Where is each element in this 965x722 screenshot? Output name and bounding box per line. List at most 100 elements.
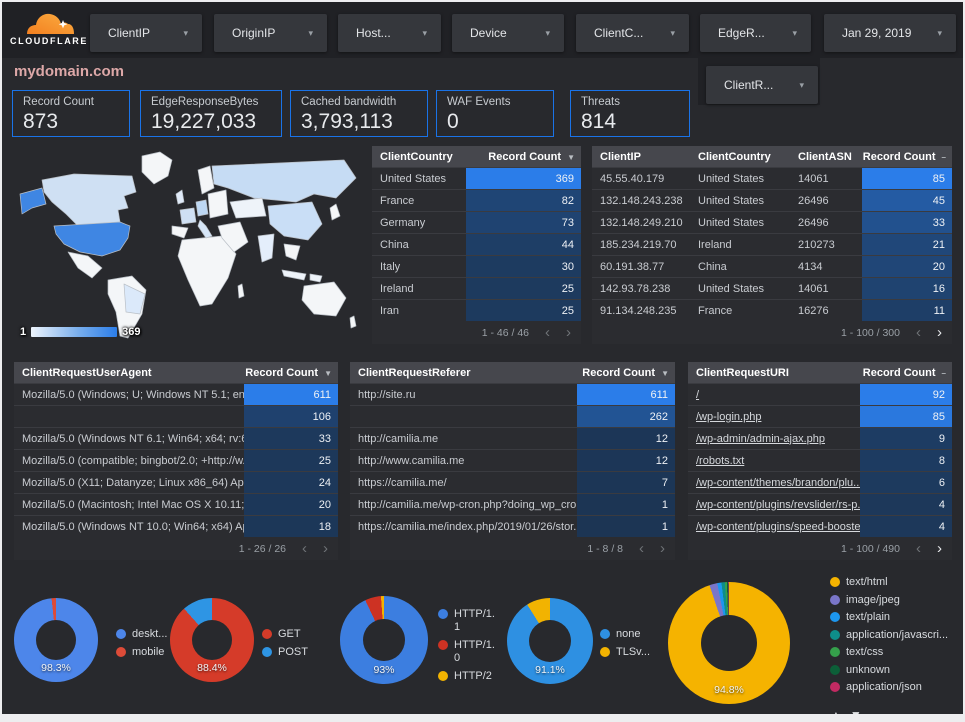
table-row[interactable]: France 82 (372, 189, 581, 211)
table-row[interactable]: Mozilla/5.0 (X11; Datanyze; Linux x86_64… (14, 471, 338, 493)
table-row[interactable]: United States 369 (372, 167, 581, 189)
page-info: 1 - 26 / 26 (238, 542, 286, 555)
uri-link[interactable]: /wp-content/themes/brandon/plu... (696, 476, 860, 489)
column-header-record-count[interactable]: Record Count – (862, 366, 946, 379)
legend-content-type: text/html image/jpeg text/plain application… (830, 576, 948, 722)
prev-page-icon[interactable]: ‹ (545, 324, 550, 341)
table-cell: 26496 (798, 194, 829, 207)
uri-link[interactable]: / (696, 388, 700, 401)
prev-page-icon[interactable]: ‹ (302, 540, 307, 557)
prev-page-icon[interactable]: ‹ (916, 540, 921, 557)
scorecard-value: 814 (581, 110, 617, 133)
table-row[interactable]: 106 (14, 405, 338, 427)
filter-chip-clientc-[interactable]: ClientC... ▾ (576, 14, 689, 52)
uri-link[interactable]: /wp-content/plugins/speed-booste... (696, 520, 860, 533)
table-row[interactable]: /wp-content/plugins/speed-booste... 4 (688, 515, 952, 537)
donut-percentage-label: 94.8% (714, 684, 744, 696)
donut-device-type[interactable]: 98.3% (14, 598, 98, 682)
table-row[interactable]: Mozilla/5.0 (Windows; U; Windows NT 5.1;… (14, 383, 338, 405)
column-header-record-count[interactable]: Record Count – (862, 150, 946, 163)
page-info: 1 - 100 / 490 (841, 542, 900, 555)
column-header: ClientIP (600, 150, 641, 163)
legend-scroll-down-icon[interactable]: ▼ (849, 707, 862, 722)
table-cell: United States (698, 282, 765, 295)
filter-chip-originip[interactable]: OriginIP ▾ (214, 14, 327, 52)
table-row[interactable]: /robots.txt 8 (688, 449, 952, 471)
prev-page-icon[interactable]: ‹ (916, 324, 921, 341)
legend-dot-icon (830, 664, 840, 675)
cloudflare-logo: CLOUDFLARE (10, 8, 88, 52)
table-row[interactable]: Mozilla/5.0 (Macintosh; Intel Mac OS X 1… (14, 493, 338, 515)
filter-chip-host-[interactable]: Host... ▾ (338, 14, 441, 52)
table-row[interactable]: Germany 73 (372, 211, 581, 233)
table-row[interactable]: http://site.ru 611 (350, 383, 675, 405)
table-client-request-referer: ClientRequestReferer Record Count ▼ http:/… (350, 362, 675, 560)
table-row[interactable]: Ireland 25 (372, 277, 581, 299)
uri-link[interactable]: /robots.txt (696, 454, 745, 467)
legend-item: POST (262, 646, 308, 659)
legend-item: HTTP/2 (438, 670, 500, 683)
filter-chip-device[interactable]: Device ▾ (452, 14, 564, 52)
table-row[interactable]: /wp-content/themes/brandon/plu... 6 (688, 471, 952, 493)
table-row[interactable]: / 92 (688, 383, 952, 405)
donut-hole (701, 615, 757, 671)
table-row[interactable]: 262 (350, 405, 675, 427)
column-header-record-count[interactable]: Record Count ▼ (488, 150, 575, 163)
next-page-icon[interactable]: › (566, 324, 571, 341)
table-row[interactable]: 91.134.248.235 France 16276 11 (592, 299, 952, 321)
column-header-record-count[interactable]: Record Count ▼ (582, 366, 669, 379)
table-row[interactable]: Mozilla/5.0 (compatible; bingbot/2.0; +h… (14, 449, 338, 471)
table-row[interactable]: http://www.camilia.me 12 (350, 449, 675, 471)
legend-label: image/jpeg (846, 593, 900, 606)
filter-chip-jan-29-2019[interactable]: Jan 29, 2019 ▾ (824, 14, 956, 52)
record-count-cell: 73 (466, 212, 581, 233)
uri-link[interactable]: /wp-login.php (696, 410, 762, 423)
uri-link[interactable]: /wp-content/plugins/revslider/rs-p... (696, 498, 860, 511)
geo-map[interactable]: 1 369 (14, 146, 366, 346)
filter-chip-clientip[interactable]: ClientIP ▾ (90, 14, 202, 52)
table-row[interactable]: Mozilla/5.0 (Windows NT 6.1; Win64; x64;… (14, 427, 338, 449)
next-page-icon[interactable]: › (323, 540, 328, 557)
column-header: ClientRequestReferer (358, 366, 471, 379)
uri-link[interactable]: /wp-admin/admin-ajax.php (696, 432, 826, 445)
table-row[interactable]: http://camilia.me 12 (350, 427, 675, 449)
table-row[interactable]: https://camilia.me/7 (350, 471, 675, 493)
table-row[interactable]: /wp-content/plugins/revslider/rs-p... 4 (688, 493, 952, 515)
table-row[interactable]: 45.55.40.179 United States 14061 85 (592, 167, 952, 189)
table-row[interactable]: /wp-admin/admin-ajax.php 9 (688, 427, 952, 449)
table-row[interactable]: Italy 30 (372, 255, 581, 277)
table-row[interactable]: 132.148.249.210 United States 26496 33 (592, 211, 952, 233)
donut-content-type[interactable]: 94.8% (668, 582, 790, 704)
column-header-record-count[interactable]: Record Count ▼ (245, 366, 332, 379)
page-info: 1 - 8 / 8 (587, 542, 623, 555)
table-row[interactable]: Iran 25 (372, 299, 581, 321)
table-row[interactable]: 60.191.38.77 China 4134 20 (592, 255, 952, 277)
donut-http-protocol[interactable]: 93% (340, 596, 428, 684)
scorecard-record-count: Record Count 873 (12, 90, 130, 137)
table-row[interactable]: Mozilla/5.0 (Windows NT 10.0; Win64; x64… (14, 515, 338, 537)
filter-chip-clientr[interactable]: ClientR... ▾ (706, 66, 818, 104)
donut-tls-version[interactable]: 91.1% (507, 598, 593, 684)
table-row[interactable]: /wp-login.php 85 (688, 405, 952, 427)
record-count-cell: 25 (244, 450, 338, 471)
next-page-icon[interactable]: › (937, 324, 942, 341)
donut-http-method[interactable]: 88.4% (170, 598, 254, 682)
table-row[interactable]: 185.234.219.70 Ireland 210273 21 (592, 233, 952, 255)
table-row[interactable]: http://camilia.me/wp-cron.php?doing_wp_c… (350, 493, 675, 515)
legend-scroll-up-icon[interactable]: ▲ (830, 707, 842, 722)
table-client-country: ClientCountry Record Count ▼ United States… (372, 146, 581, 344)
sort-indicator-icon: ▼ (567, 152, 575, 162)
filter-chip-label: ClientR... (724, 78, 774, 92)
prev-page-icon[interactable]: ‹ (639, 540, 644, 557)
table-cell: Mozilla/5.0 (Windows NT 6.1; Win64; x64;… (22, 432, 244, 445)
table-cell: 14061 (798, 172, 829, 185)
next-page-icon[interactable]: › (660, 540, 665, 557)
table-row[interactable]: China 44 (372, 233, 581, 255)
legend-item: HTTP/1.1 (438, 608, 500, 634)
table-cell: China (698, 260, 727, 273)
next-page-icon[interactable]: › (937, 540, 942, 557)
table-row[interactable]: 132.148.243.238 United States 26496 45 (592, 189, 952, 211)
table-row[interactable]: https://camilia.me/index.php/2019/01/26/… (350, 515, 675, 537)
table-row[interactable]: 142.93.78.238 United States 14061 16 (592, 277, 952, 299)
filter-chip-edger-[interactable]: EdgeR... ▾ (700, 14, 811, 52)
